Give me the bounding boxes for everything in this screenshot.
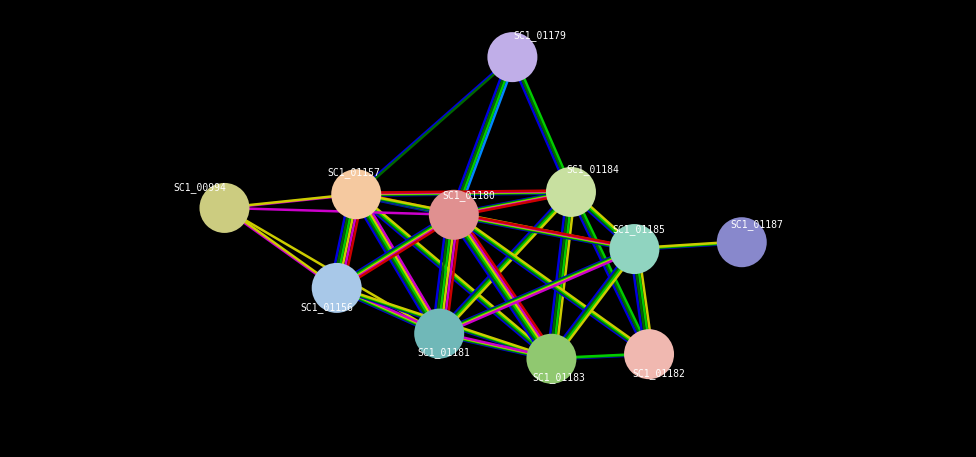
Text: SC1_01180: SC1_01180	[442, 190, 495, 201]
Text: SC1_00994: SC1_00994	[174, 182, 226, 193]
Text: SC1_01184: SC1_01184	[566, 165, 619, 175]
Text: SC1_01181: SC1_01181	[418, 347, 470, 358]
Text: SC1_01183: SC1_01183	[533, 372, 586, 383]
Text: SC1_01157: SC1_01157	[328, 167, 381, 178]
Ellipse shape	[199, 183, 250, 233]
Ellipse shape	[311, 263, 362, 313]
Ellipse shape	[526, 334, 577, 384]
Ellipse shape	[716, 217, 767, 267]
Ellipse shape	[609, 224, 660, 274]
Text: SC1_01187: SC1_01187	[730, 219, 783, 230]
Text: SC1_01182: SC1_01182	[632, 368, 685, 379]
Ellipse shape	[331, 169, 382, 219]
Ellipse shape	[546, 167, 596, 217]
Text: SC1_01185: SC1_01185	[613, 224, 666, 235]
Ellipse shape	[487, 32, 538, 82]
Ellipse shape	[624, 329, 674, 379]
Ellipse shape	[414, 308, 465, 359]
Text: SC1_01156: SC1_01156	[301, 302, 353, 313]
Text: SC1_01179: SC1_01179	[513, 30, 566, 41]
Ellipse shape	[428, 190, 479, 240]
